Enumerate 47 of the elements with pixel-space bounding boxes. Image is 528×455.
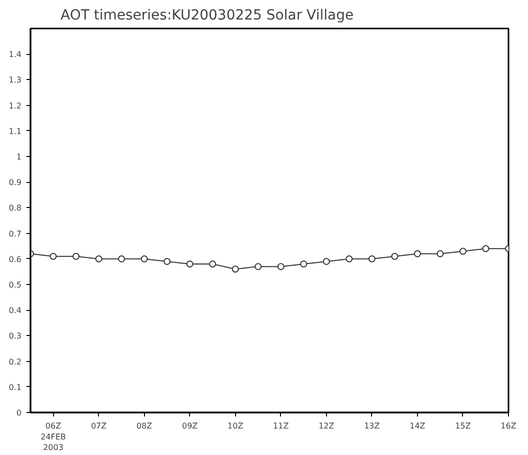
- point: [322, 258, 330, 265]
- y-tick-label: 0.9: [8, 178, 22, 188]
- y-tick-label: 0.2: [8, 357, 22, 366]
- point: [277, 263, 284, 270]
- point: [414, 250, 421, 258]
- point: [50, 252, 57, 260]
- y-tick-label: 0.1: [8, 382, 22, 392]
- x-tick-label: 11Z: [273, 422, 290, 430]
- point: [164, 258, 171, 265]
- y-tick-label: 1: [16, 152, 22, 162]
- y-tick-label: 0.5: [8, 280, 22, 290]
- y-tick-label: 1.2: [8, 101, 22, 110]
- x-tick-label: 15Z: [455, 422, 472, 430]
- x-tick-label: 06Z 24FEB 2003: [40, 422, 66, 452]
- point: [436, 250, 444, 258]
- point: [391, 252, 398, 260]
- x-tick-label: 09Z: [182, 422, 198, 430]
- y-tick-label: 0: [16, 408, 22, 418]
- point: [72, 252, 80, 260]
- point: [300, 260, 308, 268]
- y-tick-label: 1.3: [8, 76, 22, 85]
- point: [459, 248, 466, 255]
- point: [232, 266, 239, 273]
- y-tick-label: 0.3: [8, 332, 22, 341]
- point: [346, 255, 353, 262]
- point: [140, 255, 148, 262]
- y-tick-label: 0.8: [8, 204, 22, 213]
- point: [254, 263, 262, 270]
- point: [482, 245, 490, 252]
- chart-title: AOT timeseries:KU20030225 Solar Village: [60, 8, 354, 24]
- x-tick-label: 12Z: [318, 422, 335, 430]
- x-tick-label: 08Z: [136, 422, 153, 430]
- point: [95, 255, 102, 262]
- x-tick-label: 07Z: [90, 422, 108, 430]
- point: [209, 260, 216, 268]
- point: [368, 255, 376, 262]
- y-tick-label: 0.7: [8, 229, 22, 238]
- point: [186, 260, 194, 268]
- x-tick-label: 14Z: [410, 422, 426, 430]
- point: [118, 255, 126, 262]
- y-tick-label: 0.6: [8, 254, 22, 264]
- y-tick-label: 1.1: [8, 126, 22, 136]
- y-tick-label: 1.4: [8, 50, 22, 60]
- x-tick-label: 10Z: [228, 422, 244, 430]
- x-tick-label: 16Z: [500, 422, 517, 430]
- x-tick-label: 13Z: [364, 422, 380, 430]
- y-tick-label: 0.4: [8, 306, 22, 316]
